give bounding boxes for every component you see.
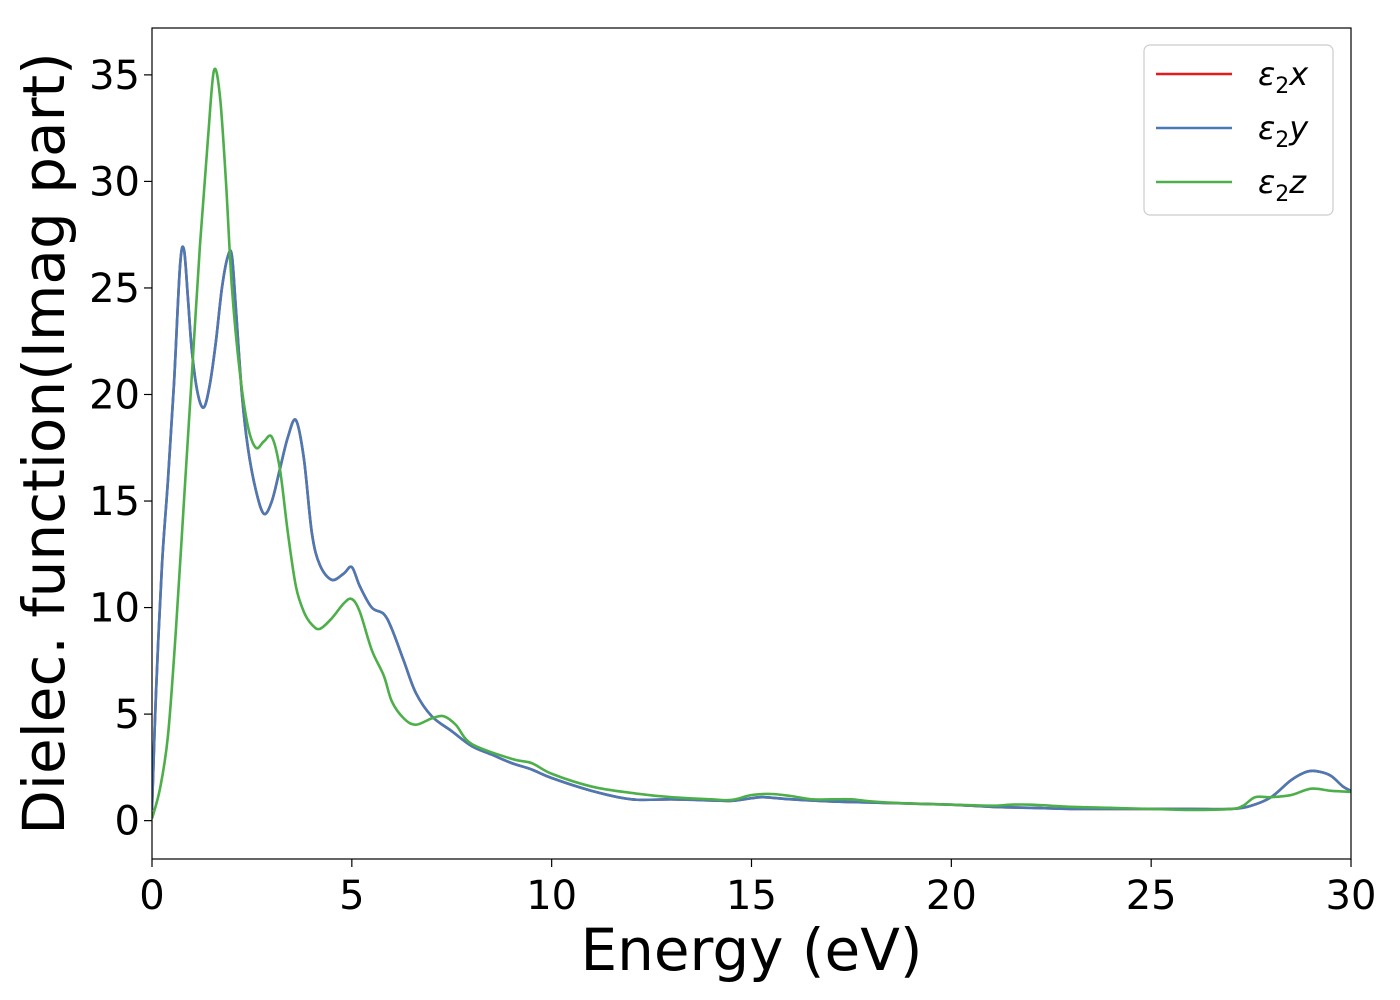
x-tick-label: 20 [926, 873, 977, 919]
series-layer [152, 67, 1351, 819]
y-tick-label: 0 [115, 799, 140, 845]
x-tick-label: 30 [1326, 873, 1377, 919]
x-axis-title: Energy (eV) [580, 916, 922, 984]
x-tick-label: 5 [339, 873, 364, 919]
y-tick-label: 10 [89, 586, 140, 632]
legend-label-x: ε2x [1258, 55, 1309, 99]
series-line-z [152, 67, 1351, 819]
y-axis: 0 5 10 15 20 25 30 35 [89, 53, 152, 845]
x-tick-label: 15 [726, 873, 777, 919]
x-tick-label: 0 [139, 873, 164, 919]
legend-box [1143, 44, 1334, 216]
y-axis-title: Dielec. function(Imag part) [10, 52, 78, 835]
x-tick-label: 10 [526, 873, 577, 919]
y-tick-label: 5 [115, 692, 140, 738]
y-tick-label: 30 [89, 159, 140, 205]
y-tick-label: 15 [89, 479, 140, 525]
series-line-y [152, 245, 1351, 811]
series-line-x [152, 245, 1351, 811]
legend-label-z: ε2z [1258, 163, 1307, 207]
legend: ε2x ε2y ε2z [1143, 44, 1334, 216]
y-tick-label: 25 [89, 266, 140, 312]
y-tick-label: 20 [89, 372, 140, 418]
y-tick-label: 35 [89, 53, 140, 99]
legend-label-y: ε2y [1258, 109, 1309, 153]
x-axis: 0 5 10 15 20 25 30 [139, 859, 1376, 919]
x-tick-label: 25 [1126, 873, 1177, 919]
